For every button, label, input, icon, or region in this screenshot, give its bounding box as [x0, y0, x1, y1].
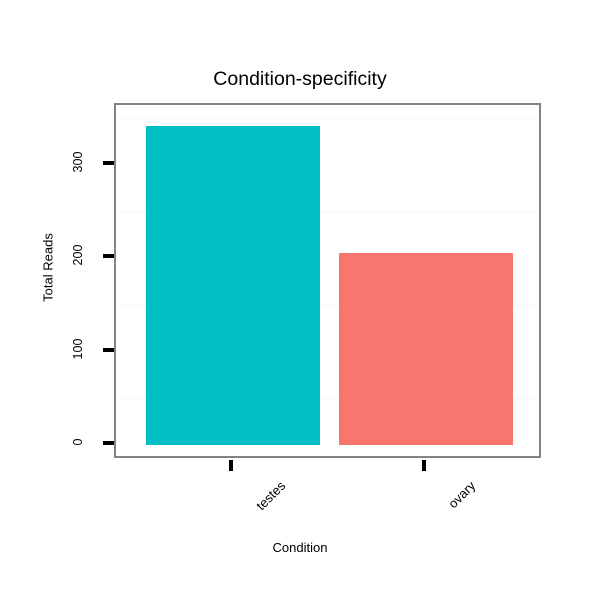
y-tick-mark [103, 347, 114, 352]
x-axis-title: Condition [272, 540, 328, 555]
gridline-minor [116, 211, 539, 213]
x-tick-mark [229, 460, 233, 471]
chart-title: Condition-specificity [213, 68, 387, 90]
gridline-minor [116, 398, 539, 400]
y-tick-label: 200 [71, 244, 85, 266]
y-tick-label: 300 [71, 151, 85, 173]
y-tick-mark [103, 441, 114, 445]
x-tick-label: testes [253, 478, 289, 514]
x-tick-mark [422, 460, 426, 471]
y-axis-title: Total Reads [40, 233, 56, 302]
bar-testes [146, 125, 320, 445]
y-tick-label: 0 [71, 438, 85, 446]
bar-ovary [339, 252, 513, 445]
y-tick-mark [103, 161, 114, 165]
y-tick-mark [103, 254, 114, 259]
plot-panel [114, 103, 541, 458]
gridline-minor [116, 118, 539, 120]
gridline-minor [116, 305, 539, 306]
plot-panel-inner [116, 105, 539, 456]
x-tick-label: ovary [445, 478, 479, 512]
y-tick-label: 100 [71, 338, 85, 360]
